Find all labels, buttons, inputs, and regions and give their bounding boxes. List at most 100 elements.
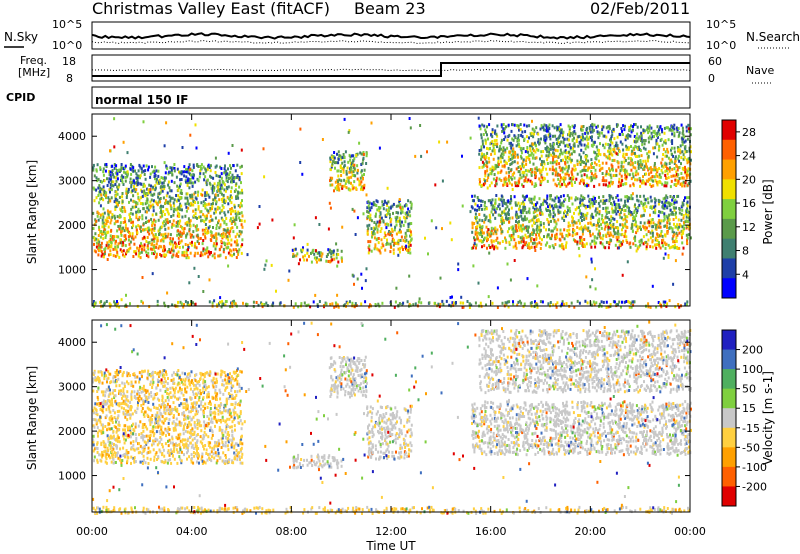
heatmap-cell — [532, 211, 535, 215]
heatmap-cell — [177, 220, 180, 224]
heatmap-cell — [195, 228, 198, 232]
heatmap-cell — [191, 169, 194, 173]
heatmap-cell — [598, 131, 601, 135]
heatmap-cell — [132, 255, 135, 258]
heatmap-cell — [105, 165, 108, 168]
heatmap-cell — [630, 145, 632, 148]
heatmap-cell — [506, 300, 509, 304]
heatmap-cell — [330, 255, 333, 259]
heatmap-cell — [236, 239, 239, 243]
heatmap-cell — [95, 245, 98, 249]
heatmap-cell — [492, 213, 495, 217]
heatmap-cell — [203, 220, 206, 224]
heatmap-cell — [550, 194, 552, 198]
heatmap-cell — [484, 141, 487, 145]
heatmap-cell — [215, 227, 218, 230]
heatmap-cell — [559, 179, 562, 183]
heatmap-cell — [514, 244, 517, 248]
heatmap-cell — [674, 305, 677, 309]
heatmap-cell — [150, 217, 153, 221]
heatmap-cell — [578, 301, 581, 305]
heatmap-cell — [601, 214, 604, 217]
heatmap-cell — [517, 165, 520, 169]
heatmap-cell — [215, 164, 218, 168]
heatmap-cell — [559, 232, 562, 236]
heatmap-cell — [409, 251, 412, 255]
heatmap-cell — [207, 211, 210, 215]
heatmap-cell — [580, 138, 583, 142]
heatmap-cell — [549, 205, 552, 209]
heatmap-cell — [549, 212, 552, 216]
heatmap-cell — [318, 254, 321, 258]
heatmap-cell — [485, 164, 488, 167]
heatmap-cell — [303, 301, 306, 305]
heatmap-cell — [563, 150, 566, 154]
heatmap-cell — [478, 166, 481, 170]
heatmap-cell — [402, 238, 405, 242]
heatmap-cell — [556, 228, 559, 232]
heatmap-cell — [113, 117, 116, 121]
heatmap-cell — [100, 250, 103, 254]
heatmap-cell — [216, 205, 219, 209]
heatmap-cell — [655, 246, 658, 250]
heatmap-cell — [147, 165, 150, 169]
heatmap-cell — [622, 148, 625, 152]
heatmap-cell — [607, 172, 610, 176]
heatmap-cell — [206, 229, 209, 233]
heatmap-cell — [367, 246, 370, 250]
heatmap-cell — [499, 156, 502, 160]
heatmap-cell — [165, 201, 168, 205]
heatmap-cell — [506, 212, 509, 216]
heatmap-cell — [667, 176, 670, 180]
heatmap-cell — [169, 237, 172, 240]
heatmap-cell — [656, 131, 659, 135]
heatmap-cell — [162, 233, 165, 237]
heatmap-cell — [580, 239, 583, 242]
heatmap-cell — [120, 163, 123, 166]
heatmap-cell — [263, 267, 266, 271]
heatmap-cell — [633, 218, 636, 221]
heatmap-cell — [609, 147, 612, 151]
heatmap-cell — [483, 213, 486, 217]
heatmap-cell — [673, 202, 676, 206]
heatmap-cell — [108, 302, 111, 306]
heatmap-cell — [579, 170, 582, 174]
heatmap-cell — [598, 159, 600, 163]
heatmap-cell — [400, 207, 403, 211]
heatmap-cell — [636, 229, 639, 233]
heatmap-cell — [661, 130, 664, 134]
heatmap-cell — [673, 150, 676, 154]
heatmap-cell — [162, 196, 165, 200]
heatmap-cell — [590, 257, 593, 261]
heatmap-cell — [112, 254, 115, 258]
heatmap-cell — [618, 132, 621, 136]
heatmap-cell — [524, 150, 527, 154]
heatmap-cell — [673, 183, 676, 187]
heatmap-cell — [462, 301, 465, 305]
heatmap-cell — [169, 250, 172, 254]
heatmap-cell — [376, 228, 379, 232]
heatmap-cell — [209, 214, 212, 218]
heatmap-cell — [687, 213, 690, 217]
heatmap-cell — [471, 226, 474, 230]
heatmap-cell — [116, 198, 119, 202]
heatmap-cell — [211, 254, 214, 258]
heatmap-cell — [497, 204, 500, 208]
heatmap-cell — [521, 235, 524, 239]
heatmap-cell — [522, 211, 525, 215]
heatmap-cell — [481, 207, 483, 211]
heatmap-cell — [598, 164, 601, 167]
heatmap-cell — [533, 185, 536, 188]
heatmap-cell — [666, 224, 668, 228]
heatmap-cell — [591, 278, 594, 282]
heatmap-cell — [594, 287, 597, 291]
heatmap-cell — [645, 172, 647, 176]
heatmap-cell — [657, 214, 660, 218]
heatmap-cell — [158, 231, 161, 235]
heatmap-cell — [566, 194, 569, 198]
heatmap-cell — [145, 253, 148, 257]
heatmap-cell — [677, 218, 680, 222]
nave-label: Nave — [746, 64, 774, 77]
heatmap-cell — [583, 218, 586, 221]
heatmap-cell — [668, 162, 671, 165]
